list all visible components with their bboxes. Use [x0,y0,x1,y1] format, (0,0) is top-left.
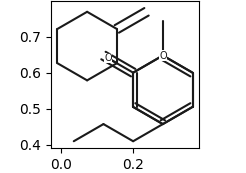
Text: O: O [104,53,112,63]
Text: O: O [159,51,167,61]
